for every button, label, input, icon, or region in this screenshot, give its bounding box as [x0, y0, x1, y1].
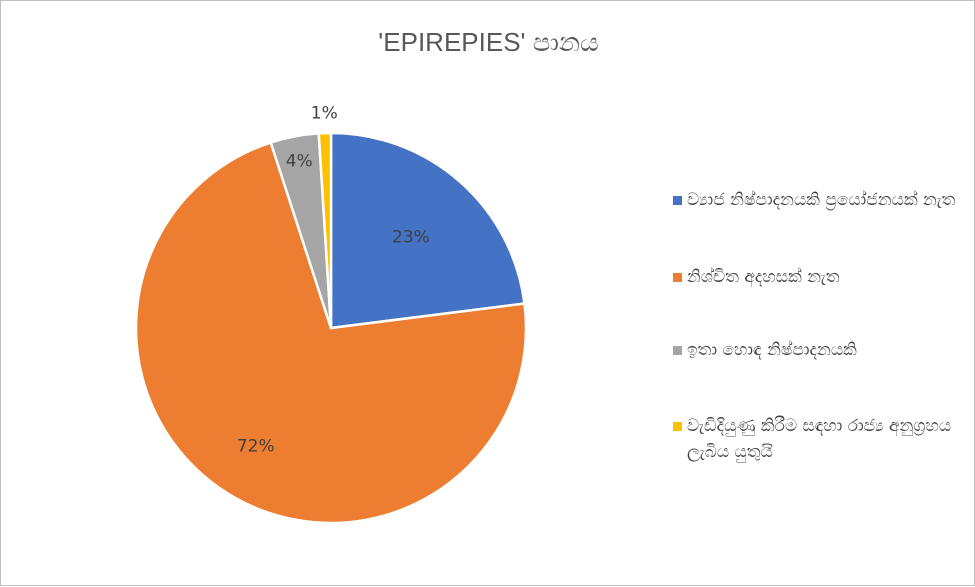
legend-label-1: ව්‍යාජ නිෂ්පාදනයකි ප්‍රයෝජනයක් නැත [687, 190, 956, 210]
data-label-3: 4% [286, 151, 313, 171]
data-label-2: 72% [237, 437, 275, 457]
legend-label-2: නිශ්චිත අදහසක් නැත [687, 267, 840, 287]
legend-item-1: ව්‍යාජ නිෂ්පාදනයකි ප්‍රයෝජනයක් නැත [673, 187, 963, 213]
pie-slice-4 [317, 131, 333, 329]
legend-label-3: ඉතා හොඳ නිෂ්පාදනයකි [687, 340, 857, 360]
data-label-1: 23% [392, 227, 430, 247]
legend-swatch-4 [673, 422, 682, 431]
legend-item-3: ඉතා හොඳ නිෂ්පාදනයකි [673, 337, 963, 363]
legend-swatch-3 [673, 346, 682, 355]
chart-title: 'EPIREPIES' පානය [378, 27, 599, 57]
pie-slice-1 [329, 131, 526, 330]
legend-label-4: වැඩිදියුණු කිරීම සඳහා රාජ්‍ය අනුග්‍රහය ල… [687, 416, 952, 462]
pie-slice-2 [134, 140, 528, 525]
data-label-4: 1% [311, 104, 338, 124]
legend-swatch-1 [673, 196, 682, 205]
legend-item-2: නිශ්චිත අදහසක් නැත [673, 264, 963, 290]
legend-item-4: වැඩිදියුණු කිරීම සඳහා රාජ්‍ය අනුග්‍රහය ල… [673, 413, 963, 465]
legend-swatch-2 [673, 273, 682, 282]
